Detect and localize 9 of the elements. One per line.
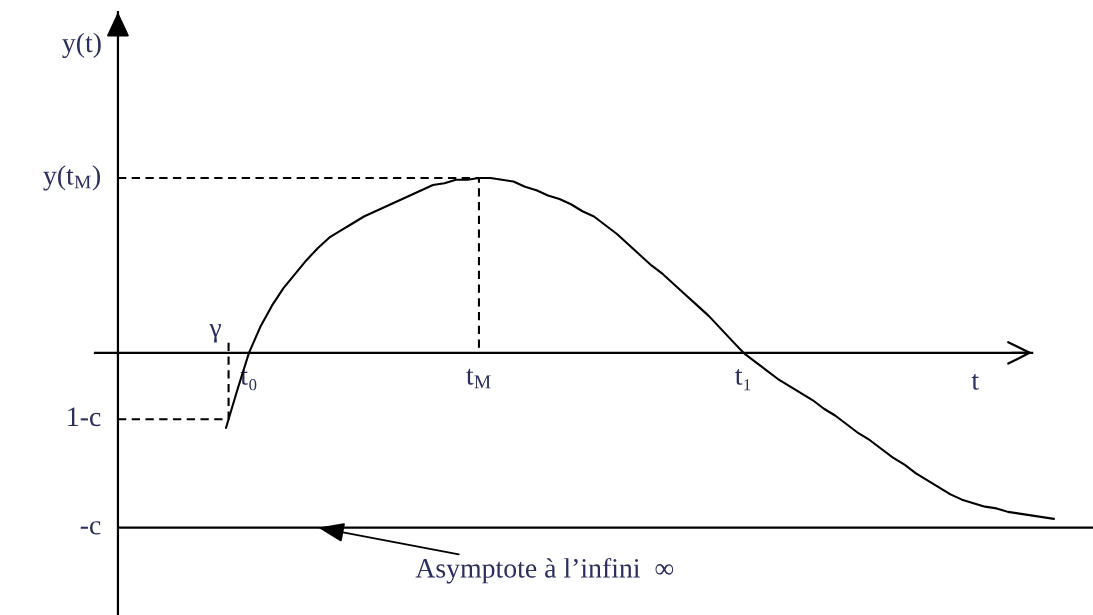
annotation: γ — [209, 323, 221, 343]
ref-line-label: y(t$_{M}$) — [43, 165, 100, 191]
text: y(t) — [62, 32, 101, 58]
x-tick-label: t₁ — [735, 368, 751, 391]
annotation: Asymptote à l’infini ∞ — [415, 557, 674, 584]
ref-line-label: 1-c — [68, 407, 101, 427]
x-tick-label: t$_{M}$ — [466, 368, 491, 389]
x-axis-title: t — [971, 373, 979, 390]
ref-line-label: -c — [80, 521, 101, 535]
